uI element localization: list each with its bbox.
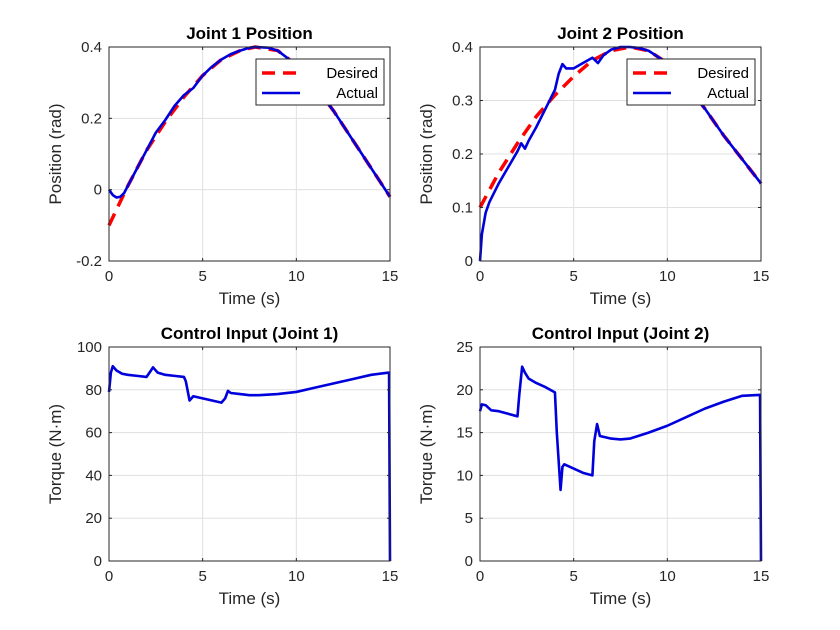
x-tick-label: 15 xyxy=(753,568,770,585)
y-tick-label: 0.2 xyxy=(452,146,473,163)
x-tick-label: 10 xyxy=(659,568,676,585)
x-axis-label: Time (s) xyxy=(590,289,652,308)
y-tick-label: 5 xyxy=(465,510,473,527)
y-tick-label: 15 xyxy=(456,425,473,442)
y-tick-label: 20 xyxy=(85,510,102,527)
chart-title: Control Input (Joint 1) xyxy=(161,324,339,343)
y-tick-label: 60 xyxy=(85,425,102,442)
legend: Desired Actual xyxy=(626,58,756,106)
x-tick-label: 0 xyxy=(476,268,484,285)
y-tick-label: 0.4 xyxy=(81,39,102,56)
legend: Desired Actual xyxy=(255,58,385,106)
y-tick-label: 0 xyxy=(465,253,473,270)
y-tick-label: -0.2 xyxy=(76,253,102,270)
y-tick-label: 40 xyxy=(85,467,102,484)
chart-panel-2: 0 5 10 15 0 0.1 0.2 0.3 0.4 Joint 2 Position Time … xyxy=(417,24,769,308)
legend-label-actual: Actual xyxy=(707,85,749,102)
chart-panel-3: 0 5 10 15 0 20 40 60 80 100 Control Input (Joint 1… xyxy=(46,324,398,608)
y-tick-label: 80 xyxy=(85,382,102,399)
y-axis-label: Torque (N·m) xyxy=(417,404,436,504)
series-line-1 xyxy=(107,364,392,562)
y-tick-label: 0 xyxy=(94,182,102,199)
x-tick-label: 0 xyxy=(476,568,484,585)
legend-label-actual: Actual xyxy=(336,85,378,102)
x-tick-label: 5 xyxy=(569,568,577,585)
x-tick-label: 10 xyxy=(659,268,676,285)
x-tick-label: 15 xyxy=(382,568,399,585)
y-tick-label: 0.3 xyxy=(452,93,473,110)
chart-panel-4: 0 5 10 15 0 5 10 15 20 25 Control Input (Joint 2) T… xyxy=(417,324,769,608)
axes-frame xyxy=(108,346,391,562)
y-tick-label: 25 xyxy=(456,339,473,356)
x-axis-label: Time (s) xyxy=(590,589,652,608)
y-tick-label: 0.2 xyxy=(81,110,102,127)
x-tick-label: 10 xyxy=(288,268,305,285)
x-tick-label: 0 xyxy=(105,568,113,585)
chart-title: Control Input (Joint 2) xyxy=(532,324,710,343)
chart-title: Joint 2 Position xyxy=(557,24,684,43)
x-axis-label: Time (s) xyxy=(219,289,281,308)
x-tick-label: 15 xyxy=(382,268,399,285)
y-tick-label: 10 xyxy=(456,467,473,484)
legend-box xyxy=(255,58,385,106)
x-tick-label: 5 xyxy=(198,568,206,585)
series-line-1 xyxy=(478,365,763,562)
y-tick-label: 100 xyxy=(77,339,102,356)
x-tick-label: 15 xyxy=(753,268,770,285)
y-tick-label: 0 xyxy=(94,553,102,570)
axes-frame xyxy=(479,346,762,562)
legend-box xyxy=(626,58,756,106)
y-axis-label: Position (rad) xyxy=(46,103,65,204)
x-tick-label: 0 xyxy=(105,268,113,285)
y-tick-label: 0.4 xyxy=(452,39,473,56)
y-axis-label: Position (rad) xyxy=(417,103,436,204)
x-axis-label: Time (s) xyxy=(219,589,281,608)
x-tick-label: 5 xyxy=(198,268,206,285)
plot-area xyxy=(480,347,761,561)
y-tick-label: 0 xyxy=(465,553,473,570)
legend-label-desired: Desired xyxy=(326,65,378,82)
y-tick-label: 20 xyxy=(456,382,473,399)
y-axis-label: Torque (N·m) xyxy=(46,404,65,504)
x-tick-label: 10 xyxy=(288,568,305,585)
y-tick-label: 0.1 xyxy=(452,200,473,217)
chart-title: Joint 1 Position xyxy=(186,24,313,43)
axes-frame xyxy=(108,46,391,262)
x-tick-label: 5 xyxy=(569,268,577,285)
legend-label-desired: Desired xyxy=(697,65,749,82)
plot-area xyxy=(109,347,390,561)
